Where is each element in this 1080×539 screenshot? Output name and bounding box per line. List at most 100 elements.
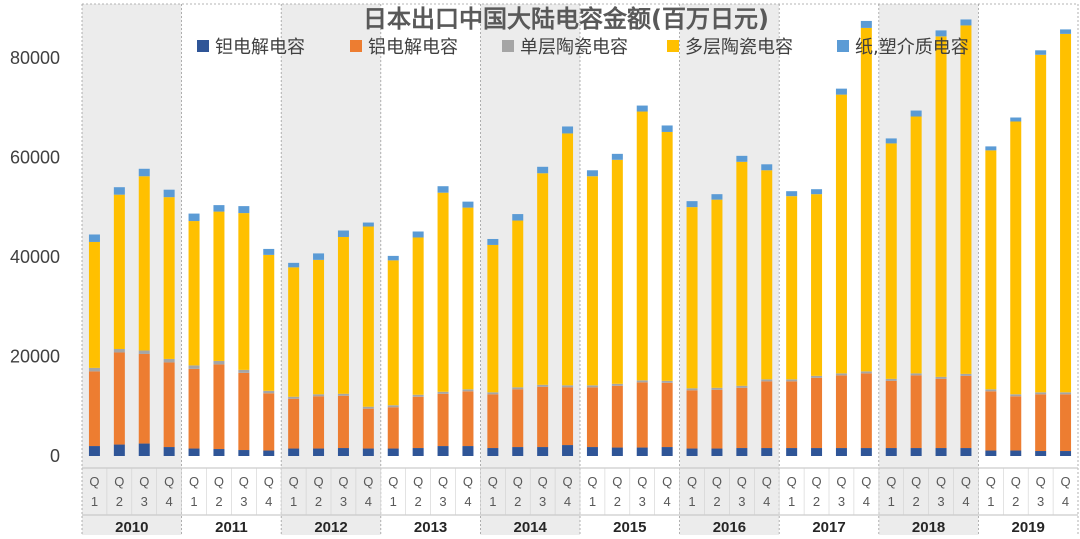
bar-stack-2015Q1 [586, 170, 598, 456]
x-tick-label-q: Q [164, 474, 174, 489]
bar-2011Q3-series-4 [238, 213, 250, 370]
bar-2012Q3-series-5 [337, 230, 349, 237]
bar-2015Q3-series-4 [636, 111, 648, 381]
bar-2016Q4-series-2 [761, 381, 773, 449]
bar-stack-2016Q2 [711, 194, 723, 456]
bar-2017Q1-series-1 [786, 448, 798, 456]
x-year-label: 2013 [414, 519, 447, 536]
x-tick-label-num: 2 [215, 494, 222, 509]
bar-2014Q2-series-4 [512, 220, 524, 388]
x-tick-label-q: Q [1060, 474, 1070, 489]
bar-2012Q4-series-1 [362, 448, 374, 456]
bar-2014Q2-series-2 [512, 389, 524, 448]
bar-2015Q3-series-1 [636, 447, 648, 456]
x-tick-label-num: 3 [439, 494, 446, 509]
bar-2017Q1-series-5 [786, 191, 798, 197]
bar-2013Q2-series-2 [412, 396, 424, 449]
x-tick-label-num: 1 [688, 494, 695, 509]
bar-2015Q4-series-4 [661, 131, 673, 381]
bar-2012Q1-series-4 [288, 267, 300, 397]
legend-swatch [502, 40, 514, 52]
bar-2013Q4-series-3 [462, 389, 474, 392]
bar-2016Q4-series-1 [761, 448, 773, 456]
x-tick-label-q: Q [388, 474, 398, 489]
x-tick-label-q: Q [1011, 474, 1021, 489]
bar-stack-2016Q4 [761, 164, 773, 456]
bar-2018Q2-series-2 [910, 375, 922, 449]
bar-2012Q4-series-4 [362, 226, 374, 407]
bar-2019Q3-series-2 [1035, 394, 1047, 452]
bar-stack-2018Q1 [885, 138, 897, 456]
x-tick-label-q: Q [712, 474, 722, 489]
legend-item-3: 单层陶瓷电容 [502, 37, 628, 58]
y-tick-label: 60000 [10, 147, 60, 167]
x-tick-label-num: 3 [1037, 494, 1044, 509]
bar-stack-2019Q1 [985, 146, 997, 456]
bar-2016Q1-series-2 [686, 390, 698, 449]
bar-stack-2013Q2 [412, 231, 424, 456]
bar-stack-2015Q3 [636, 105, 648, 456]
legend-swatch [197, 40, 209, 52]
x-tick-label-num: 2 [315, 494, 322, 509]
bar-2019Q1-series-3 [985, 389, 997, 392]
bar-2017Q1-series-4 [786, 196, 798, 380]
chart-title: 日本出口中国大陆电容金额(百万日元) [363, 5, 769, 33]
x-tick-label-num: 4 [265, 494, 272, 509]
bar-2013Q1-series-3 [387, 405, 399, 408]
x-tick-label-num: 2 [514, 494, 521, 509]
x-tick-label-num: 2 [1012, 494, 1019, 509]
x-year-label: 2015 [613, 519, 646, 536]
x-tick-label-q: Q [239, 474, 249, 489]
bar-stack-2017Q1 [786, 191, 798, 456]
bar-stack-2013Q1 [387, 255, 399, 456]
bar-2019Q2-series-5 [1010, 117, 1022, 122]
bar-2019Q1-series-2 [985, 391, 997, 451]
bar-2012Q3-series-1 [337, 448, 349, 456]
bar-2010Q1-series-1 [88, 446, 100, 456]
bar-2015Q1-series-2 [586, 387, 598, 448]
bar-2011Q2-series-4 [213, 211, 225, 361]
bar-2014Q3-series-5 [537, 166, 549, 174]
bar-2017Q3-series-2 [835, 375, 847, 449]
bar-2015Q3-series-5 [636, 105, 648, 112]
x-tick-label-q: Q [1036, 474, 1046, 489]
bar-2018Q1-series-4 [885, 143, 897, 379]
bar-2018Q3-series-5 [935, 30, 947, 37]
bar-2010Q2-series-3 [113, 348, 125, 353]
bar-2018Q3-series-3 [935, 376, 947, 379]
bar-stack-2010Q3 [138, 168, 150, 456]
bar-stack-2018Q3 [935, 30, 947, 456]
bar-stack-2019Q4 [1060, 29, 1072, 456]
bar-2010Q3-series-3 [138, 350, 150, 354]
bar-2014Q4-series-1 [562, 445, 574, 456]
x-tick-label-q: Q [787, 474, 797, 489]
legend-item-1: 钽电解电容 [197, 37, 305, 58]
bar-2019Q3-series-1 [1035, 451, 1047, 456]
x-tick-label-num: 4 [365, 494, 372, 509]
x-tick-label-num: 2 [116, 494, 123, 509]
bar-2011Q4-series-1 [263, 450, 275, 456]
bar-2012Q4-series-2 [362, 408, 374, 449]
bar-2012Q4-series-3 [362, 406, 374, 409]
bar-stack-2012Q1 [288, 262, 300, 456]
bar-2018Q4-series-4 [960, 25, 972, 374]
bar-2010Q4-series-5 [163, 189, 175, 198]
bar-2010Q3-series-4 [138, 176, 150, 351]
x-tick-label-num: 3 [738, 494, 745, 509]
x-tick-label-q: Q [438, 474, 448, 489]
bar-stack-2011Q2 [213, 205, 225, 456]
bar-2014Q3-series-2 [537, 386, 549, 448]
bar-2011Q4-series-3 [263, 390, 275, 394]
bar-2010Q2-series-2 [113, 352, 125, 445]
x-tick-label-q: Q [139, 474, 149, 489]
bar-2015Q3-series-2 [636, 382, 648, 448]
x-year-label: 2017 [812, 519, 845, 536]
legend-label: 铝电解电容 [368, 37, 458, 58]
bar-stack-2011Q4 [263, 248, 275, 456]
bar-2015Q1-series-1 [586, 447, 598, 456]
bar-2014Q4-series-4 [562, 133, 574, 386]
bar-2012Q2-series-3 [313, 394, 325, 397]
bar-2011Q4-series-5 [263, 248, 275, 255]
bar-2014Q3-series-1 [537, 447, 549, 456]
bar-2016Q3-series-5 [736, 155, 748, 162]
